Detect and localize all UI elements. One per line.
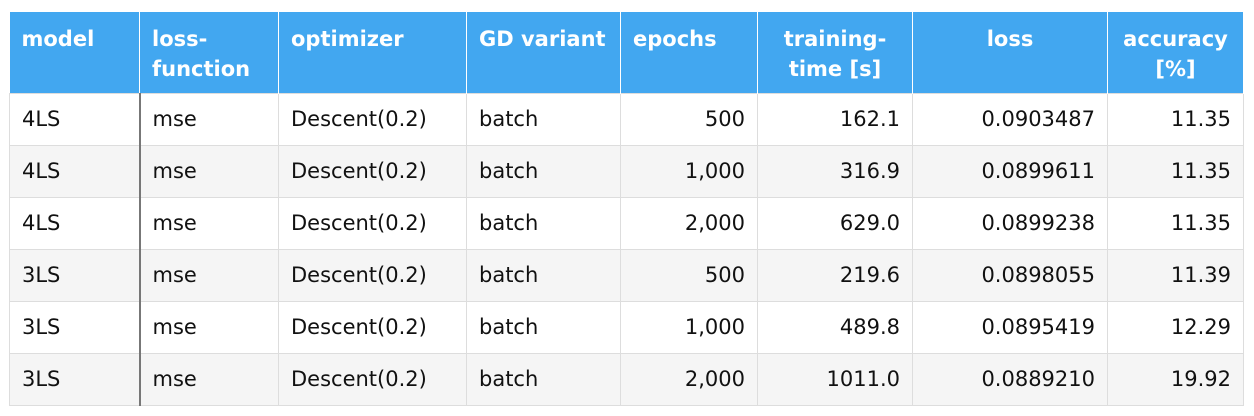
table-cell: mse	[139, 248, 279, 302]
table-cell: 11.35	[1107, 92, 1244, 146]
table-cell: 3LS	[9, 248, 141, 302]
table-cell: Descent(0.2)	[278, 144, 467, 198]
table-cell: 500	[620, 92, 758, 146]
table-cell: 0.0903487	[912, 92, 1108, 146]
results-table: model loss-function optimizer GD variant epo…	[9, 12, 1244, 406]
table-cell: 0.0899238	[912, 196, 1108, 250]
table-cell: 2,000	[620, 352, 758, 406]
table-cell: mse	[139, 352, 279, 406]
table-row: 4LS mse Descent(0.2) batch 500 162.1 0.0903487…	[9, 92, 1244, 146]
table-cell: Descent(0.2)	[278, 352, 467, 406]
table-cell: 12.29	[1107, 300, 1244, 354]
table-cell: 0.0899611	[912, 144, 1108, 198]
table-cell: 162.1	[757, 92, 913, 146]
table-cell: mse	[139, 300, 279, 354]
header-cell: epochs	[620, 12, 758, 93]
table-cell: 3LS	[9, 352, 141, 406]
header-cell: model	[9, 12, 140, 93]
table-row: 3LS mse Descent(0.2) batch 500 219.6 0.0898055…	[9, 248, 1244, 302]
header-row: model loss-function optimizer GD variant epo…	[9, 12, 1244, 93]
header-cell: loss	[912, 12, 1108, 93]
table-cell: batch	[466, 248, 621, 302]
table-cell: 1,000	[620, 300, 758, 354]
table-cell: mse	[139, 144, 279, 198]
header-cell: accuracy [%]	[1107, 12, 1244, 93]
table-cell: 3LS	[9, 300, 141, 354]
table-row: 3LS mse Descent(0.2) batch 1,000 489.8 0.08954…	[9, 300, 1244, 354]
table-cell: 2,000	[620, 196, 758, 250]
table-cell: batch	[466, 300, 621, 354]
table-cell: Descent(0.2)	[278, 196, 467, 250]
header-cell: GD variant	[466, 12, 621, 93]
table-cell: Descent(0.2)	[278, 300, 467, 354]
table-cell: Descent(0.2)	[278, 92, 467, 146]
table-cell: 11.39	[1107, 248, 1244, 302]
table-row: 4LS mse Descent(0.2) batch 1,000 316.9 0.08996…	[9, 144, 1244, 198]
table-cell: 489.8	[757, 300, 913, 354]
table-cell: 11.35	[1107, 144, 1244, 198]
table-cell: 219.6	[757, 248, 913, 302]
table-cell: 4LS	[9, 92, 141, 146]
table-cell: batch	[466, 144, 621, 198]
table-body: 4LS mse Descent(0.2) batch 500 162.1 0.0903487…	[9, 92, 1244, 406]
table-cell: 11.35	[1107, 196, 1244, 250]
table-row: 3LS mse Descent(0.2) batch 2,000 1011.0 0.0889…	[9, 352, 1244, 406]
table-cell: 19.92	[1107, 352, 1244, 406]
header-cell: loss-function	[139, 12, 279, 93]
table-header: model loss-function optimizer GD variant epo…	[9, 12, 1244, 93]
table-cell: 1,000	[620, 144, 758, 198]
table-cell: mse	[139, 92, 279, 146]
table-row: 4LS mse Descent(0.2) batch 2,000 629.0 0.08992…	[9, 196, 1244, 250]
table-cell: 0.0889210	[912, 352, 1108, 406]
table-cell: mse	[139, 196, 279, 250]
table-cell: batch	[466, 352, 621, 406]
table-cell: 4LS	[9, 196, 141, 250]
table-container: model loss-function optimizer GD variant epo…	[9, 12, 1244, 406]
table-cell: 500	[620, 248, 758, 302]
table-cell: 1011.0	[757, 352, 913, 406]
table-cell: batch	[466, 92, 621, 146]
table-cell: 629.0	[757, 196, 913, 250]
table-cell: Descent(0.2)	[278, 248, 467, 302]
header-cell: optimizer	[278, 12, 467, 93]
table-cell: 0.0895419	[912, 300, 1108, 354]
table-cell: 316.9	[757, 144, 913, 198]
table-cell: 4LS	[9, 144, 141, 198]
table-cell: batch	[466, 196, 621, 250]
header-cell: training-time [s]	[757, 12, 913, 93]
table-cell: 0.0898055	[912, 248, 1108, 302]
